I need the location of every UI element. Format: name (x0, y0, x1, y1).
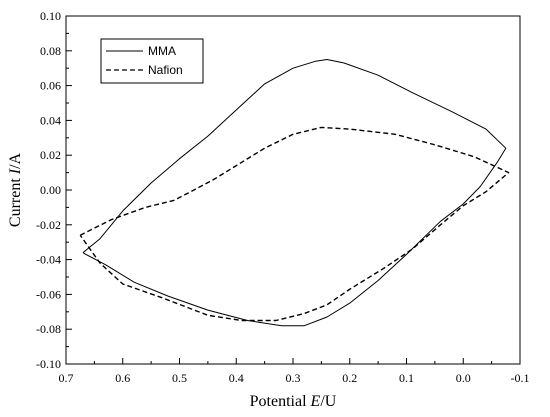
x-tick-label: 0.6 (115, 371, 130, 385)
x-tick-label: 0.4 (229, 371, 244, 385)
series-layer (79, 59, 510, 327)
x-tick-label: -0.1 (511, 371, 530, 385)
legend-label-nafion: Nafion (148, 63, 183, 77)
x-tick-label: 0.3 (286, 371, 301, 385)
y-tick-label: -0.04 (36, 253, 61, 267)
y-tick-label: 0.00 (40, 183, 61, 197)
y-tick-label: 0.02 (40, 148, 61, 162)
y-tick-label: -0.02 (36, 218, 61, 232)
y-tick-label: 0.10 (40, 9, 61, 23)
x-tick-label: 0.5 (172, 371, 187, 385)
y-tick-label: 0.04 (40, 113, 61, 127)
x-tick-label: 0.2 (342, 371, 357, 385)
y-tick-label: -0.08 (36, 322, 61, 336)
x-tick-label: 0.0 (456, 371, 471, 385)
x-axis-title: Potential E/U (250, 393, 337, 410)
y-axis-title: Current I/A (7, 152, 24, 227)
y-axis-ticks: -0.10 -0.08 -0.06 -0.04 -0.02 0.00 0.02 0.04 0.0… (36, 9, 72, 371)
series-line-mma (82, 59, 507, 327)
legend-box (100, 38, 204, 84)
x-tick-label: 0.1 (399, 371, 414, 385)
y-tick-label: 0.08 (40, 44, 61, 58)
legend: MMA Nafion (100, 38, 204, 84)
y-tick-label: -0.06 (36, 287, 61, 301)
y-tick-label: -0.10 (36, 357, 61, 371)
legend-label-mma: MMA (148, 44, 176, 58)
x-axis-ticks: 0.7 0.6 0.5 0.4 0.3 0.2 0.1 0.0 -0.1 (59, 358, 530, 385)
y-tick-label: 0.06 (40, 79, 61, 93)
x-tick-label: 0.7 (59, 371, 74, 385)
series-line-nafion (79, 126, 510, 322)
